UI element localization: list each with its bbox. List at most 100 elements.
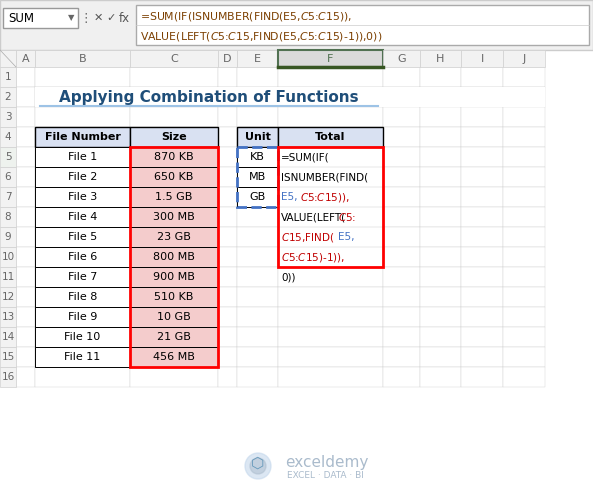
Text: Total: Total (315, 132, 346, 142)
Bar (35, 50, 130, 67)
Bar (503, 247, 545, 267)
Bar (35, 187, 130, 207)
Bar (278, 327, 383, 347)
Bar (461, 127, 503, 147)
Text: E5,: E5, (338, 232, 355, 242)
Text: File 9: File 9 (68, 312, 97, 322)
Bar (130, 147, 218, 167)
Bar (237, 87, 278, 107)
Bar (16, 227, 35, 247)
Text: 650 KB: 650 KB (154, 172, 194, 182)
Text: J: J (522, 54, 525, 64)
Bar (35, 327, 130, 347)
Text: 1: 1 (5, 72, 11, 82)
Bar (503, 107, 545, 127)
Bar (278, 347, 383, 367)
Bar (16, 50, 35, 67)
Bar (278, 147, 383, 267)
Bar (383, 327, 420, 347)
Bar (503, 67, 545, 87)
Bar (35, 347, 130, 367)
Bar (0, 167, 16, 187)
Bar (237, 287, 278, 307)
Bar (420, 187, 461, 207)
Bar (130, 207, 218, 227)
Bar (0, 267, 16, 287)
Text: exceldemy: exceldemy (285, 455, 368, 470)
Bar (383, 347, 420, 367)
Bar (503, 307, 545, 327)
Bar (461, 267, 503, 287)
Text: 21 GB: 21 GB (157, 332, 191, 342)
Bar (420, 50, 461, 67)
Bar (35, 87, 545, 107)
Bar (16, 307, 35, 327)
Bar (503, 167, 545, 187)
Text: Size: Size (161, 132, 187, 142)
Bar (461, 187, 503, 207)
Bar (130, 127, 218, 147)
Bar (16, 87, 35, 107)
Bar (0, 347, 16, 367)
Bar (383, 227, 420, 247)
Bar (278, 87, 383, 107)
Bar (237, 127, 278, 147)
Bar (35, 367, 130, 387)
Bar (237, 167, 278, 187)
Bar (16, 147, 35, 167)
Text: 800 MB: 800 MB (153, 252, 195, 262)
Bar (0, 367, 16, 387)
Bar (461, 247, 503, 267)
Bar (35, 307, 130, 327)
Bar (503, 287, 545, 307)
Bar (35, 227, 130, 247)
Bar (218, 87, 237, 107)
Bar (16, 167, 35, 187)
Bar (130, 50, 218, 67)
Bar (278, 167, 383, 187)
Text: ✓: ✓ (106, 13, 116, 23)
Bar (278, 67, 383, 87)
Bar (383, 127, 420, 147)
Bar (130, 147, 218, 167)
Bar (461, 147, 503, 167)
Text: $C$15,FIND(: $C$15,FIND( (281, 230, 334, 243)
Text: 10 GB: 10 GB (157, 312, 191, 322)
Text: 300 MB: 300 MB (153, 212, 195, 222)
Bar (383, 207, 420, 227)
Bar (461, 67, 503, 87)
Bar (420, 307, 461, 327)
Text: I: I (480, 54, 484, 64)
Bar (218, 227, 237, 247)
Bar (35, 267, 130, 287)
Text: 12: 12 (1, 292, 15, 302)
Text: ⋮: ⋮ (79, 12, 93, 25)
Bar (130, 247, 218, 267)
Bar (383, 187, 420, 207)
Bar (237, 67, 278, 87)
Bar (35, 147, 130, 167)
Bar (383, 67, 420, 87)
Bar (237, 307, 278, 327)
Circle shape (250, 458, 266, 474)
Bar (237, 167, 278, 187)
Bar (278, 147, 383, 267)
Bar (35, 347, 130, 367)
Bar (278, 187, 383, 207)
Text: B: B (79, 54, 87, 64)
Bar (35, 167, 130, 187)
Bar (383, 167, 420, 187)
Bar (278, 147, 383, 167)
Text: 9: 9 (5, 232, 11, 242)
Text: Applying Combination of Functions: Applying Combination of Functions (59, 90, 359, 105)
Text: SUM: SUM (8, 12, 34, 25)
Bar (16, 67, 35, 87)
Bar (278, 247, 383, 267)
Bar (278, 227, 383, 247)
Bar (0, 107, 16, 127)
Text: 15: 15 (1, 352, 15, 362)
Text: 14: 14 (1, 332, 15, 342)
Text: File 8: File 8 (68, 292, 97, 302)
Bar (420, 367, 461, 387)
Bar (420, 147, 461, 167)
